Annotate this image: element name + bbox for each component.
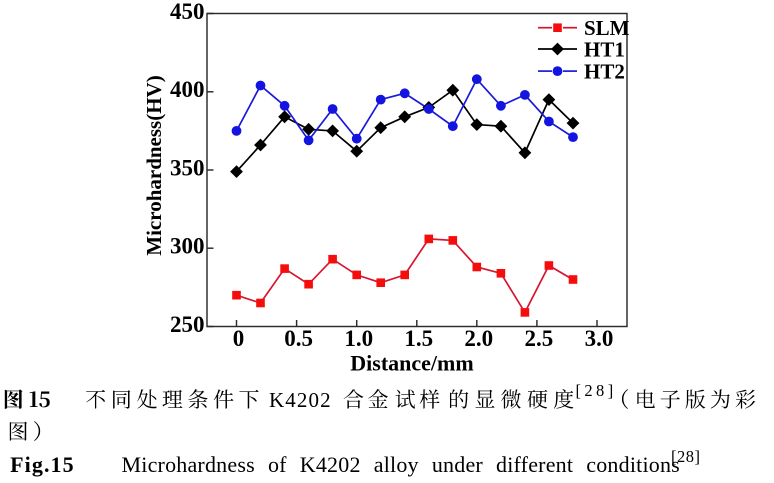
svg-text:450: 450	[170, 0, 205, 24]
svg-text:0: 0	[233, 326, 245, 351]
svg-text:Distance/mm: Distance/mm	[350, 351, 473, 376]
svg-text:Microhardness of K4202 alloy u: Microhardness of K4202 alloy under diffe…	[122, 452, 680, 477]
svg-text:HT1: HT1	[584, 37, 625, 61]
svg-text:Microhardness(HV): Microhardness(HV)	[142, 75, 166, 255]
svg-text:0.5: 0.5	[284, 326, 313, 351]
svg-text:3.0: 3.0	[585, 326, 614, 351]
svg-text:1.5: 1.5	[404, 326, 433, 351]
svg-text:2.0: 2.0	[464, 326, 493, 351]
svg-text:SLM: SLM	[584, 16, 630, 40]
svg-text:350: 350	[170, 155, 205, 180]
svg-text:1.0: 1.0	[344, 326, 373, 351]
svg-text:K4202: K4202	[269, 388, 332, 412]
svg-text:2.5: 2.5	[525, 326, 554, 351]
svg-text:[28]: [28]	[576, 381, 617, 400]
svg-text:[28]: [28]	[671, 447, 701, 466]
svg-text:HT2: HT2	[584, 59, 625, 83]
svg-text:Fig.15: Fig.15	[10, 452, 75, 477]
svg-text:400: 400	[170, 77, 205, 102]
svg-text:300: 300	[170, 234, 205, 259]
svg-text:250: 250	[170, 312, 205, 337]
